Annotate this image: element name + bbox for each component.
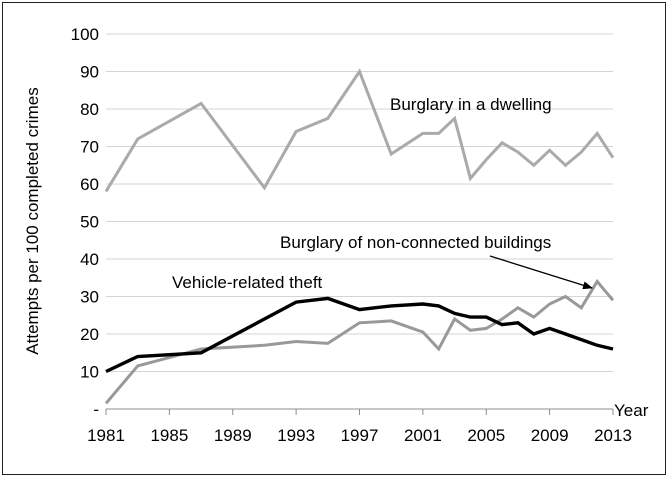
y-tick-label: 80 <box>80 100 99 119</box>
y-tick-label: 40 <box>80 250 99 269</box>
x-axis-label: Year <box>614 401 649 420</box>
x-tick-label: 2009 <box>531 426 569 445</box>
x-tick-label: 1985 <box>150 426 188 445</box>
y-tick-label: 20 <box>80 325 99 344</box>
y-tick-label: - <box>93 400 99 419</box>
y-tick-label: 30 <box>80 288 99 307</box>
annotation-burglary-dwelling: Burglary in a dwelling <box>390 95 552 114</box>
x-tick-label: 1989 <box>214 426 252 445</box>
x-tick-label: 2001 <box>404 426 442 445</box>
y-tick-label: 10 <box>80 363 99 382</box>
annotation-arrow <box>489 255 593 290</box>
series-lines <box>104 68 615 405</box>
grid-lines <box>106 33 613 372</box>
y-tick-label: 100 <box>71 25 99 44</box>
series-line-1 <box>104 278 615 405</box>
y-axis-label: Attempts per 100 completed crimes <box>23 87 42 354</box>
x-tick-label: 2005 <box>467 426 505 445</box>
y-tick-label: 60 <box>80 175 99 194</box>
annotation-non-connected-buildings: Burglary of non-connected buildings <box>280 233 551 252</box>
x-tick-label: 1997 <box>341 426 379 445</box>
series-line-2 <box>105 296 614 374</box>
x-tick-label: 1981 <box>87 426 125 445</box>
x-tick-labels: 1981 1985 1989 1993 1997 2001 2005 2009 2013 <box>87 426 632 445</box>
y-tick-label: 90 <box>80 63 99 82</box>
series-line-0 <box>104 68 615 193</box>
y-tick-label: 70 <box>80 138 99 157</box>
annotation-vehicle-theft: Vehicle-related theft <box>172 273 323 292</box>
x-tick-label: 1993 <box>277 426 315 445</box>
y-tick-labels: - 10 20 30 40 50 60 70 80 90 100 <box>71 25 99 419</box>
axes <box>105 408 614 415</box>
x-tick-label: 2013 <box>594 426 632 445</box>
y-tick-label: 50 <box>80 213 99 232</box>
